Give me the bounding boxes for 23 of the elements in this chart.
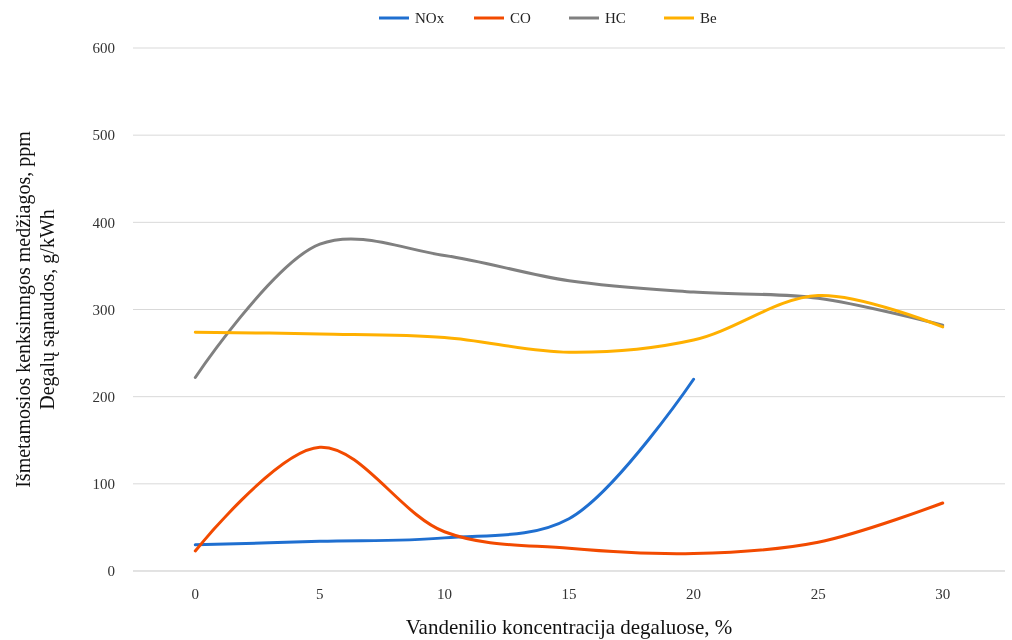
x-tick-label: 10	[436, 586, 452, 602]
x-tick-label: 20	[686, 586, 702, 602]
legend-label: Be	[700, 10, 717, 27]
y-tick-label: 600	[92, 40, 115, 57]
legend-label: HC	[605, 10, 626, 27]
line-series	[193, 445, 945, 556]
x-tick-label: 0	[191, 586, 200, 602]
x-tick-label: 30	[935, 586, 951, 602]
x-tick-label: 15	[561, 586, 577, 602]
x-tick-label: 25	[810, 586, 826, 602]
line-series	[193, 294, 945, 354]
line-series	[193, 377, 696, 547]
y-axis-title: Išmetamosios kenksimngos medžiagos, ppm Degalų sąnaudos, g/kWh	[12, 130, 59, 488]
y-tick-label: 100	[92, 476, 115, 493]
y-tick-label: 500	[92, 127, 115, 144]
y-tick-label: 400	[92, 214, 115, 231]
x-tick-label: 5	[316, 586, 324, 602]
y-tick-label: 200	[92, 388, 115, 405]
y-tick-label: 300	[92, 301, 115, 318]
x-axis-title: Vandenilio koncentracija degaluose, %	[405, 615, 733, 639]
legend-label: NOx	[415, 10, 445, 27]
y-tick-label: 0	[107, 563, 115, 580]
legend-label: CO	[510, 10, 531, 27]
